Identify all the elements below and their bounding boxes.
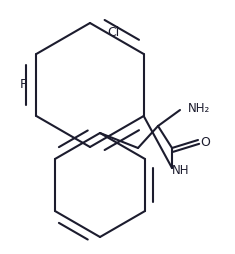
Text: NH: NH (172, 164, 189, 177)
Text: NH₂: NH₂ (188, 102, 210, 115)
Text: O: O (200, 135, 210, 149)
Text: Cl: Cl (107, 26, 119, 39)
Text: F: F (20, 78, 27, 91)
